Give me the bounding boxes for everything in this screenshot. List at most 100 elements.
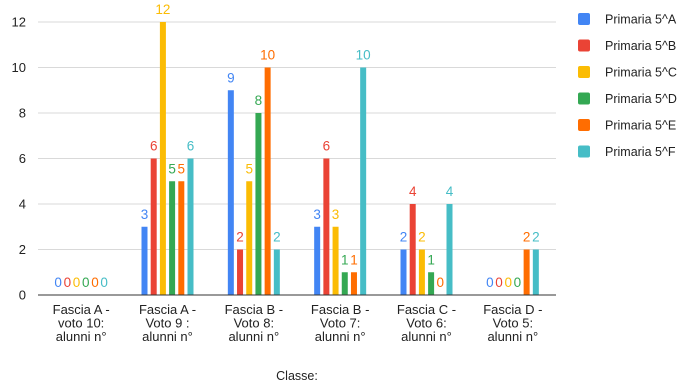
x-category-label-line: alunni n°: [228, 329, 279, 344]
x-category-label-line: Fascia D -: [483, 302, 542, 317]
bar[interactable]: [360, 67, 367, 296]
bar[interactable]: [446, 204, 453, 295]
bar[interactable]: [523, 249, 530, 296]
data-label: 0: [54, 275, 62, 290]
gridlines: [38, 21, 556, 250]
legend-label: Primaria 5^B: [605, 39, 676, 53]
bar[interactable]: [532, 249, 539, 296]
y-tick-label: 10: [12, 60, 26, 75]
data-label: 1: [341, 252, 349, 267]
bar[interactable]: [178, 181, 185, 295]
data-label: 6: [323, 139, 331, 154]
x-category-label-line: Fascia B -: [311, 302, 370, 317]
legend-swatch: [578, 66, 590, 78]
data-label: 0: [486, 275, 494, 290]
bar[interactable]: [255, 113, 262, 295]
data-label: 8: [255, 93, 263, 108]
data-label: 3: [332, 207, 340, 222]
data-label: 2: [418, 230, 426, 245]
bar[interactable]: [314, 226, 321, 295]
legend-item[interactable]: Primaria 5^E: [578, 119, 676, 133]
x-category-label: Fascia A -voto 10: alunni n°: [53, 302, 110, 344]
x-category-label-line: Fascia A -: [139, 302, 196, 317]
legend-label: Primaria 5^D: [605, 92, 677, 106]
data-label: 2: [532, 230, 540, 245]
y-tick-label: 2: [19, 242, 26, 257]
bar[interactable]: [237, 249, 244, 296]
x-category-label-line: Fascia C -: [397, 302, 456, 317]
x-category-label-line: Voto 7:: [320, 316, 360, 331]
legend-swatch: [578, 39, 590, 52]
bar[interactable]: [227, 90, 234, 295]
bar[interactable]: [273, 249, 280, 296]
legend-item[interactable]: Primaria 5^D: [578, 92, 677, 106]
data-label: 5: [178, 161, 186, 176]
legend-item[interactable]: Primaria 5^B: [578, 39, 676, 53]
x-category-label-line: alunni n°: [142, 329, 193, 344]
data-label: 3: [141, 207, 149, 222]
bar[interactable]: [428, 272, 435, 295]
x-category-label-line: alunni n°: [56, 329, 107, 344]
legend-swatch: [578, 13, 590, 25]
x-category-label-line: Fascia A -: [53, 302, 110, 317]
legend-item[interactable]: Primaria 5^A: [578, 13, 677, 27]
data-label: 0: [437, 275, 445, 290]
bar[interactable]: [150, 158, 157, 296]
bar[interactable]: [323, 158, 330, 296]
data-label: 2: [523, 230, 531, 245]
x-category-label: Fascia D -Voto 5: alunni n°: [483, 302, 542, 344]
legend-label: Primaria 5^A: [605, 13, 677, 27]
bar[interactable]: [246, 181, 253, 295]
data-label: 0: [82, 275, 90, 290]
x-axis-title: Classe:: [276, 369, 318, 382]
bar[interactable]: [264, 67, 271, 296]
legend-label: Primaria 5^F: [605, 145, 676, 159]
x-category-label-line: alunni n°: [315, 329, 366, 344]
legend-swatch: [578, 92, 590, 105]
data-label: 2: [236, 230, 244, 245]
x-category-label: Fascia B -Voto 7: alunni n°: [311, 302, 370, 344]
x-category-label-line: Voto 6:: [406, 316, 446, 331]
bar[interactable]: [400, 249, 407, 296]
data-label: 0: [495, 275, 503, 290]
x-axis-categories: Fascia A -voto 10: alunni n°Fascia A -Vot…: [53, 302, 543, 344]
bar[interactable]: [141, 226, 148, 295]
data-label: 0: [514, 275, 522, 290]
legend-item[interactable]: Primaria 5^C: [578, 66, 677, 80]
bar[interactable]: [169, 181, 176, 295]
legend-swatch: [578, 145, 590, 158]
bar[interactable]: [332, 226, 339, 295]
y-tick-label: 12: [12, 15, 26, 30]
bars: [141, 22, 539, 296]
data-label: 10: [356, 48, 371, 63]
data-label: 0: [64, 275, 72, 290]
bar[interactable]: [418, 249, 425, 296]
x-category-label-line: Voto 5:: [493, 316, 533, 331]
x-category-label-line: alunni n°: [401, 329, 452, 344]
legend[interactable]: Primaria 5^A Primaria 5^B Primaria 5^C Prim…: [578, 13, 677, 160]
data-label: 2: [400, 230, 408, 245]
x-category-label: Fascia A -Voto 9 : alunni n°: [139, 302, 196, 344]
data-label: 1: [350, 252, 358, 267]
data-label: 10: [260, 48, 275, 63]
x-category-label: Fascia C -Voto 6: alunni n°: [397, 302, 456, 344]
y-tick-label: 8: [19, 106, 26, 121]
bar[interactable]: [159, 22, 166, 295]
data-label: 1: [427, 252, 435, 267]
data-label: 2: [273, 230, 281, 245]
data-label: 0: [504, 275, 512, 290]
data-label: 0: [100, 275, 108, 290]
legend-swatch: [578, 119, 590, 131]
x-category-label-line: alunni n°: [487, 329, 538, 344]
bar[interactable]: [341, 272, 348, 295]
bar[interactable]: [409, 204, 416, 295]
bar[interactable]: [350, 272, 357, 295]
legend-item[interactable]: Primaria 5^F: [578, 145, 676, 159]
y-tick-label: 0: [19, 288, 26, 303]
bar[interactable]: [187, 158, 194, 296]
x-category-label-line: voto 10:: [58, 316, 104, 331]
data-label: 0: [73, 275, 81, 290]
data-label: 5: [245, 161, 253, 176]
legend-label: Primaria 5^E: [605, 119, 676, 133]
